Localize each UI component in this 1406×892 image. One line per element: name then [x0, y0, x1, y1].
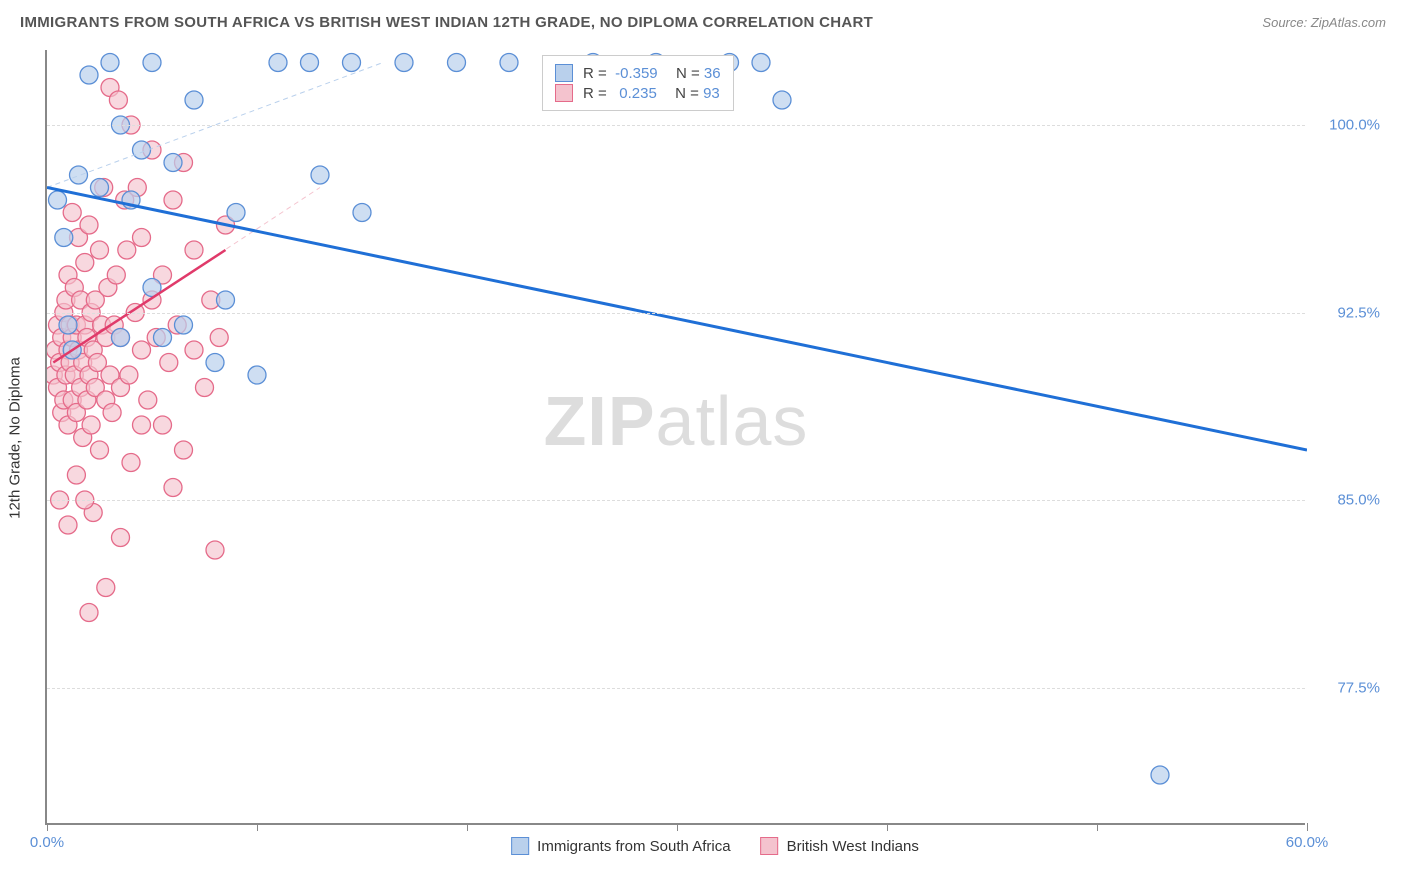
stats-row: R = -0.359 N = 36 — [555, 64, 721, 82]
y-tick-label: 77.5% — [1337, 679, 1380, 696]
bottom-legend: Immigrants from South Africa British Wes… — [511, 837, 919, 855]
y-tick-label: 92.5% — [1337, 304, 1380, 321]
swatch-series-a — [511, 837, 529, 855]
y-axis-label: 12th Grade, No Diploma — [7, 357, 24, 519]
chart-area: 12th Grade, No Diploma ZIPatlas R = -0.3… — [45, 50, 1385, 825]
r-label: R = -0.359 — [583, 65, 658, 82]
plot-region: ZIPatlas R = -0.359 N = 36 R = 0.235 N =… — [45, 50, 1305, 825]
n-label: N = 36 — [668, 65, 721, 82]
stats-legend: R = -0.359 N = 36 R = 0.235 N = 93 — [542, 55, 734, 111]
y-tick-label: 100.0% — [1329, 117, 1380, 134]
scatter-svg — [47, 50, 1307, 825]
chart-title: IMMIGRANTS FROM SOUTH AFRICA VS BRITISH … — [20, 14, 873, 31]
r-label: R = 0.235 — [583, 85, 657, 102]
y-tick-label: 85.0% — [1337, 492, 1380, 509]
swatch-series-b — [555, 84, 573, 102]
x-tick-label: 0.0% — [30, 834, 64, 851]
swatch-series-b — [761, 837, 779, 855]
source-credit: Source: ZipAtlas.com — [1262, 15, 1386, 30]
stats-row: R = 0.235 N = 93 — [555, 84, 721, 102]
legend-item: Immigrants from South Africa — [511, 837, 730, 855]
legend-item: British West Indians — [761, 837, 919, 855]
x-tick-label: 60.0% — [1286, 834, 1329, 851]
source-link[interactable]: ZipAtlas.com — [1311, 15, 1386, 30]
swatch-series-a — [555, 64, 573, 82]
header: IMMIGRANTS FROM SOUTH AFRICA VS BRITISH … — [0, 0, 1406, 44]
n-label: N = 93 — [667, 85, 720, 102]
